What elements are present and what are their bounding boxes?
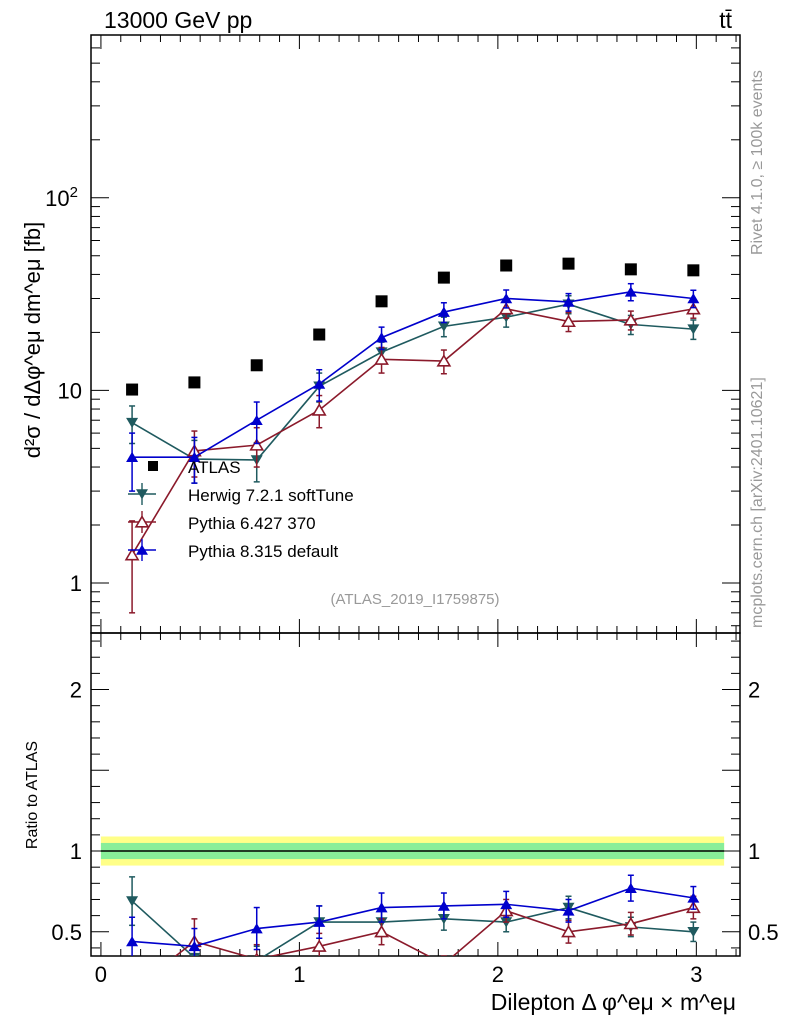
atlas-marker bbox=[624, 263, 637, 276]
pythia-6-427-370-marker bbox=[249, 438, 265, 451]
atlas-marker bbox=[250, 359, 263, 372]
pythia-8-315-default-marker bbox=[126, 936, 139, 947]
rivet-label: Rivet 4.1.0, ≥ 100k events bbox=[749, 70, 766, 255]
mcplots-label: mcplots.cern.ch [arXiv:2401.10621] bbox=[749, 377, 766, 628]
atlas-marker bbox=[313, 328, 326, 341]
x-tick-label: 2 bbox=[492, 962, 504, 987]
herwig-7-2-1-softtune-marker bbox=[126, 417, 139, 429]
process-label: tt̄ bbox=[719, 7, 732, 33]
pythia-8-315-default-marker bbox=[687, 892, 700, 903]
pythia-6-427-370-marker bbox=[311, 403, 327, 416]
pythia-8-315-default-marker bbox=[437, 306, 450, 317]
atlas-marker bbox=[188, 376, 201, 389]
pythia-8-315-default-marker bbox=[188, 940, 201, 952]
pythia-6-427-370-marker bbox=[436, 354, 452, 367]
ratio-y-tick-label-left: 0.5 bbox=[51, 920, 82, 945]
pythia-6-427-370-marker bbox=[254, 952, 259, 956]
pythia-8-315-default-marker bbox=[687, 293, 700, 304]
pythia-8-315-default-marker bbox=[313, 378, 326, 389]
pythia-6-427-370-marker bbox=[374, 924, 389, 938]
ratio-panel: 0 1 2 3 0.5 0.5 1 1 2 2 bbox=[51, 632, 779, 995]
pythia-8-315-default-marker bbox=[126, 451, 139, 462]
series-layer bbox=[126, 874, 701, 995]
pythia-6-427-370-marker bbox=[623, 916, 639, 930]
atlas-marker bbox=[687, 264, 700, 277]
x-tick-label: 1 bbox=[293, 962, 305, 987]
legend-marker-atlas bbox=[148, 461, 158, 471]
series-layer bbox=[124, 257, 701, 614]
x-axis-label: Dilepton Δ φ^eμ × m^eμ bbox=[491, 989, 736, 1015]
atlas-marker bbox=[126, 383, 139, 396]
pythia-8-315-default-marker bbox=[500, 293, 513, 304]
herwig-7-2-1-softtune-marker bbox=[687, 926, 700, 938]
ratio-y-tick-label-left: 1 bbox=[70, 839, 82, 864]
pythia-6-427-370-line bbox=[174, 906, 694, 956]
ratio-y-axis-label: Ratio to ATLAS bbox=[24, 741, 41, 849]
ratio-y-tick-label-right: 2 bbox=[748, 678, 760, 703]
pythia-8-315-default-marker bbox=[188, 451, 201, 462]
ratio-y-tick-label-right: 0.5 bbox=[748, 920, 779, 945]
atlas-marker bbox=[437, 271, 450, 284]
ratio-y-tick-label-right: 1 bbox=[748, 839, 760, 864]
atlas-marker bbox=[500, 259, 513, 272]
pythia-6-427-370-marker bbox=[623, 313, 639, 326]
legend-label-pythia-8-315-default: Pythia 8.315 default bbox=[188, 542, 339, 561]
pythia-6-427-370-marker bbox=[311, 939, 327, 952]
pythia-6-427-370-marker bbox=[685, 301, 701, 315]
x-tick-label: 0 bbox=[95, 962, 107, 987]
x-tick-label: 3 bbox=[690, 962, 702, 987]
pythia-6-427-370-marker bbox=[561, 314, 576, 328]
herwig-7-2-1-softtune-marker bbox=[437, 321, 450, 332]
pythia-8-315-default-marker bbox=[375, 902, 388, 913]
pythia-8-315-default-marker bbox=[624, 286, 637, 297]
legend-label-herwig-7-2-1-softtune: Herwig 7.2.1 softTune bbox=[188, 486, 354, 505]
legend: ATLAS Herwig 7.2.1 softTune Pythia 6.427 3… bbox=[128, 458, 354, 561]
main-y-tick-label: 102 bbox=[45, 184, 78, 211]
pythia-8-315-default-marker bbox=[624, 882, 637, 893]
pythia-6-427-370-marker bbox=[438, 959, 450, 969]
pythia-6-427-370-marker bbox=[374, 352, 389, 365]
pythia-8-315-default-marker bbox=[375, 332, 388, 343]
pythia-6-427-370-line bbox=[131, 308, 694, 556]
ratio-frame bbox=[90, 632, 741, 957]
herwig-7-2-1-softtune-marker bbox=[687, 324, 700, 335]
pythia-6-427-370-marker bbox=[124, 547, 140, 561]
legend-label-atlas: ATLAS bbox=[188, 458, 241, 477]
herwig-7-2-1-softtune-marker bbox=[126, 896, 139, 907]
herwig-7-2-1-softtune-line bbox=[131, 900, 694, 956]
pythia-8-315-default-marker bbox=[313, 916, 326, 927]
main-y-tick-label: 1 bbox=[70, 571, 82, 596]
legend-marker-pythia-8-315-default bbox=[136, 544, 148, 555]
herwig-7-2-1-softtune-marker bbox=[251, 956, 263, 966]
ratio-y-tick-label-left: 2 bbox=[70, 678, 82, 703]
main-panel: 1 10 102 bbox=[45, 34, 741, 634]
pythia-8-315-default-marker bbox=[250, 414, 263, 426]
main-y-tick-label: 10 bbox=[58, 378, 82, 403]
legend-marker-herwig-7-2-1-softtune bbox=[136, 489, 148, 500]
pythia-8-315-default-line bbox=[132, 887, 694, 948]
herwig-7-2-1-softtune-line bbox=[131, 303, 694, 461]
pythia-6-427-370-marker bbox=[561, 924, 576, 938]
analysis-id-label: (ATLAS_2019_I1759875) bbox=[330, 591, 499, 608]
legend-marker-pythia-6-427-370 bbox=[134, 515, 150, 528]
main-y-axis-label: d²σ / dΔφ^eμ dm^eμ [fb] bbox=[20, 222, 45, 459]
pythia-8-315-default-marker bbox=[437, 900, 450, 911]
pythia-8-315-default-marker bbox=[562, 905, 575, 916]
pythia-8-315-default-marker bbox=[562, 296, 575, 307]
pythia-8-315-default-marker bbox=[250, 923, 263, 934]
pythia-6-427-370-marker bbox=[126, 985, 138, 995]
pythia-8-315-default-line bbox=[132, 290, 694, 458]
legend-label-pythia-6-427-370: Pythia 6.427 370 bbox=[188, 514, 316, 533]
pythia-8-315-default-marker bbox=[500, 898, 513, 910]
atlas-marker bbox=[562, 257, 575, 270]
energy-label: 13000 GeV pp bbox=[104, 7, 252, 33]
atlas-marker bbox=[375, 295, 388, 308]
